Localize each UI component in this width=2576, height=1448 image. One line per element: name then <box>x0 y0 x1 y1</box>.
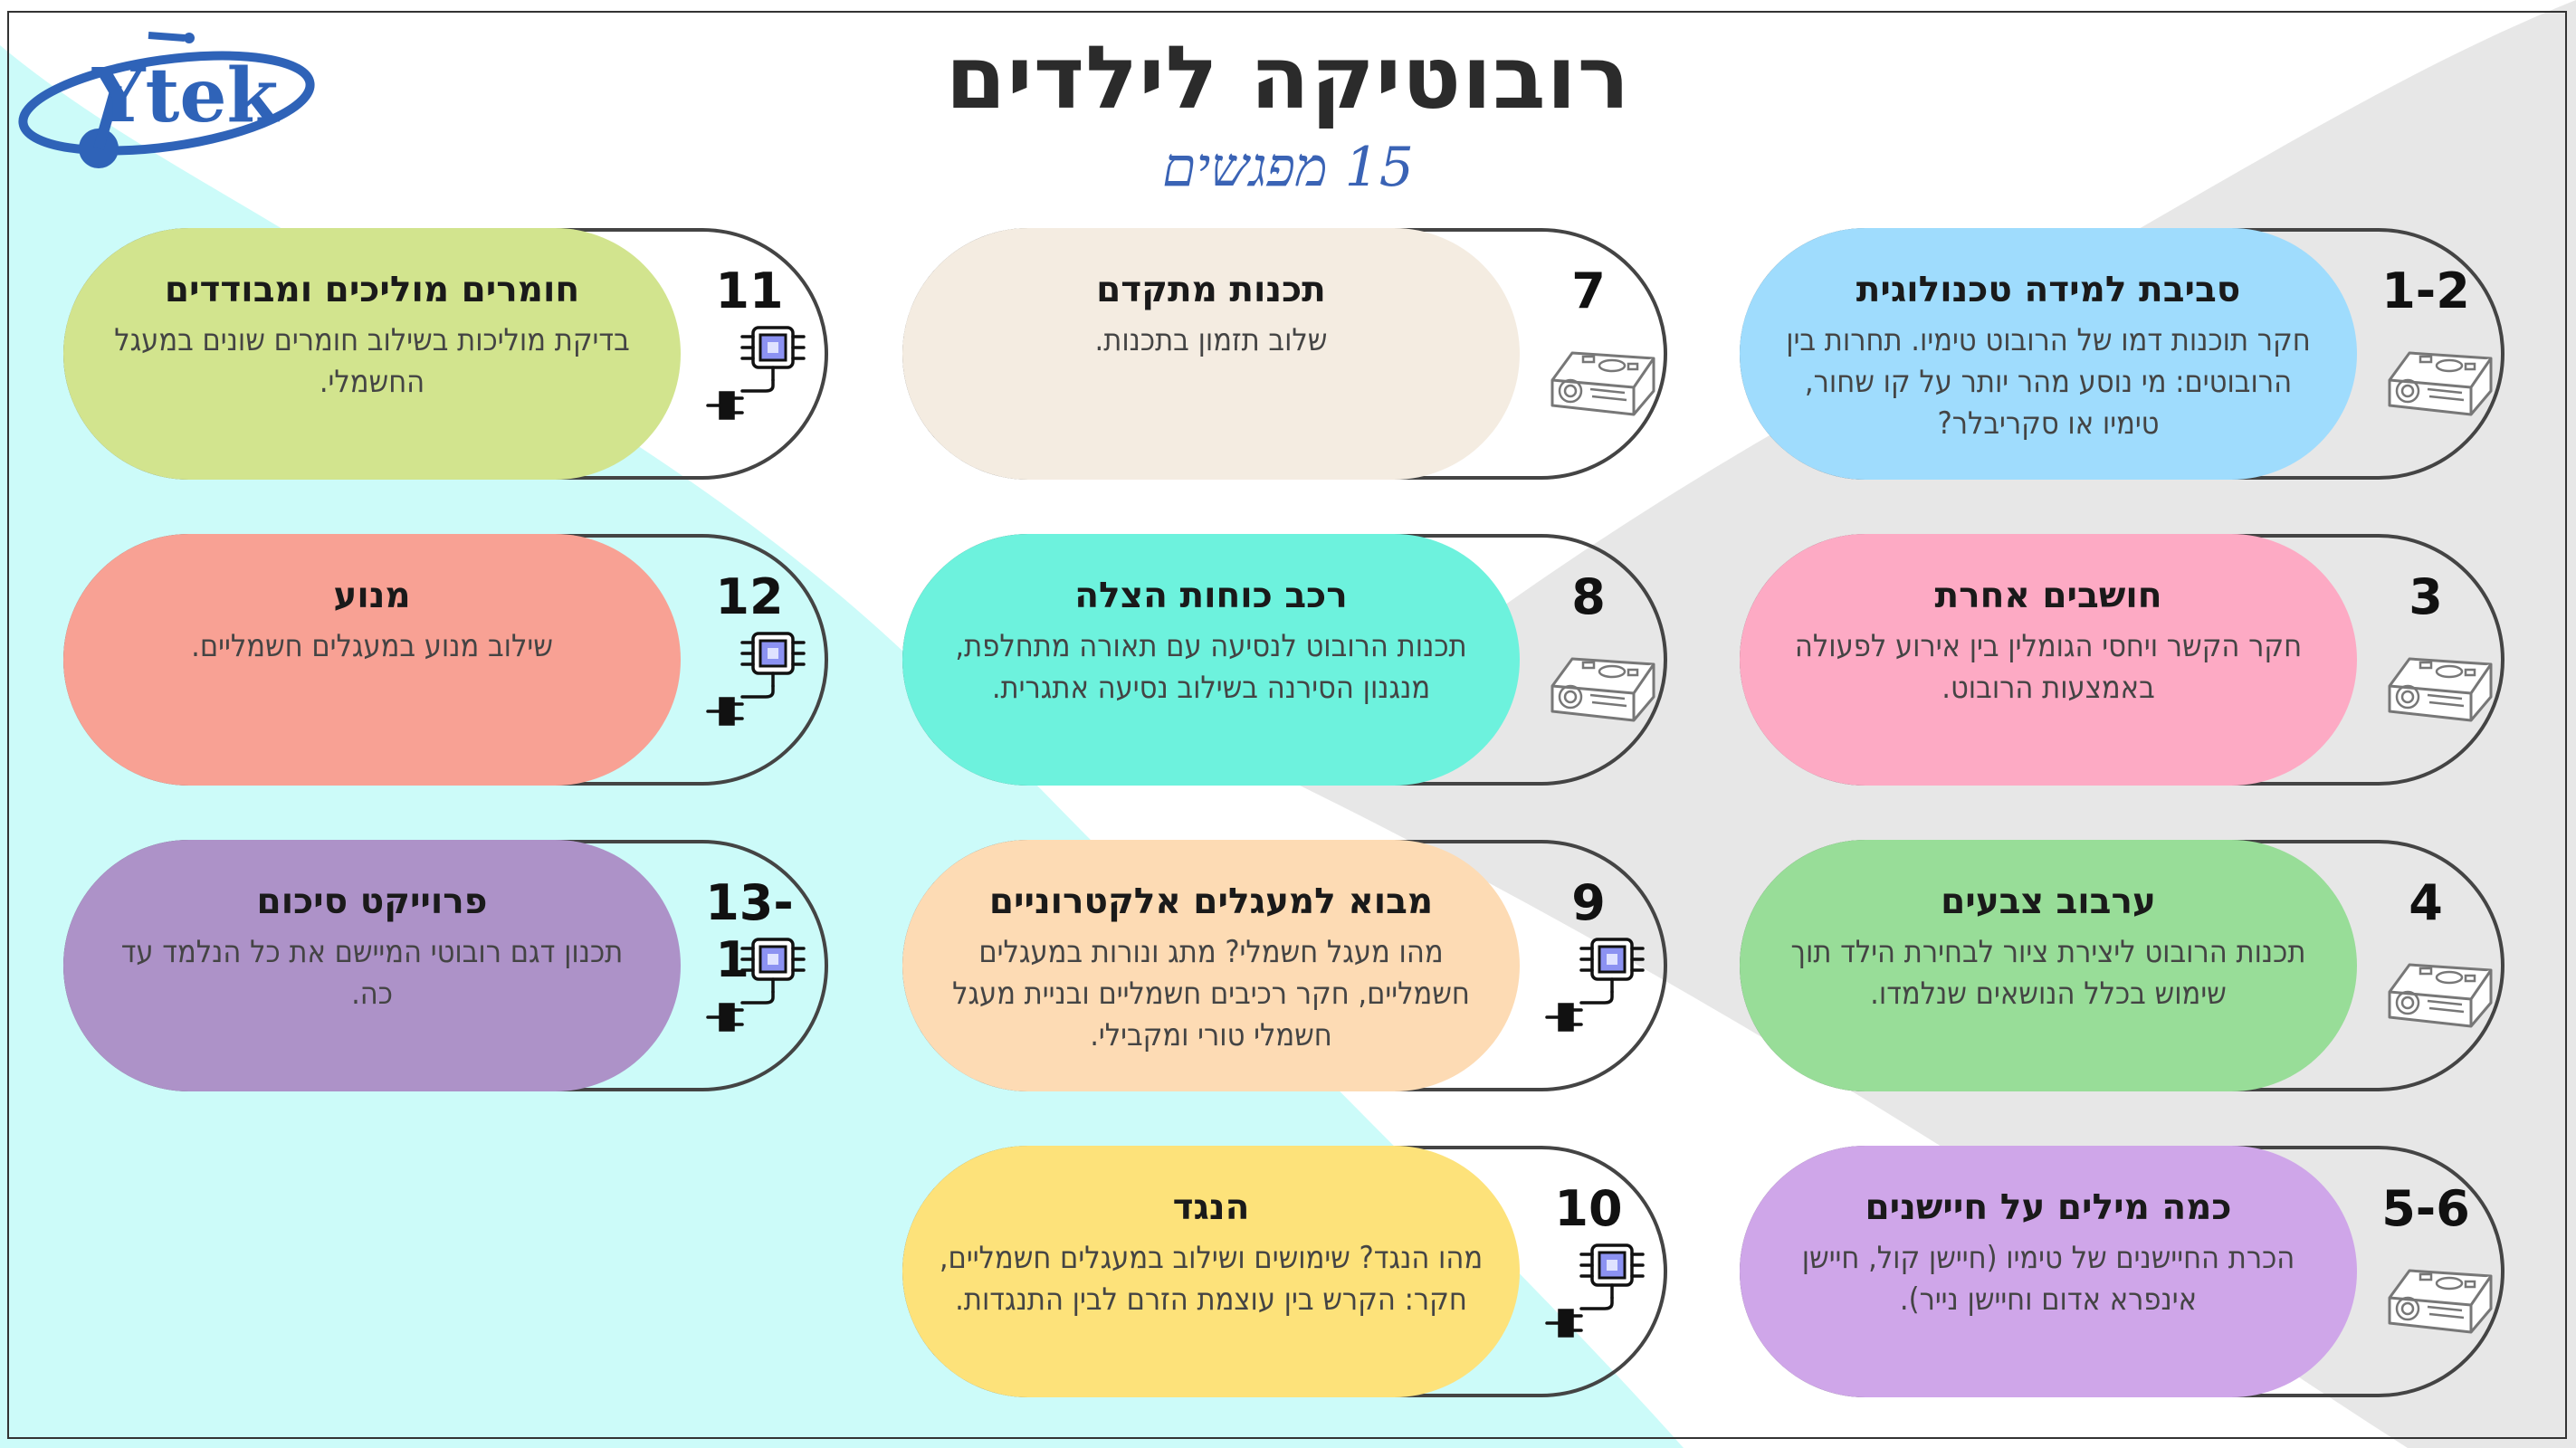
session-description: מהו מעגל חשמלי? מתג ונורות במעגלים חשמלי… <box>952 934 1470 1053</box>
card-pill: הנגד מהו הנגד? שימושים ושילוב במעגלים חשמ… <box>902 1146 1520 1397</box>
robot-icon <box>2382 632 2495 731</box>
session-title: הנגד <box>1172 1187 1250 1228</box>
session-card: הנגד מהו הנגד? שימושים ושילוב במעגלים חשמ… <box>902 1146 1667 1397</box>
session-number: 4 <box>2409 874 2443 931</box>
session-description: חקר הקשר ויחסי הגומלין בין אירוע לפעולה … <box>1794 628 2303 706</box>
robot-icon <box>2382 1243 2495 1343</box>
session-title: מנוע <box>333 576 411 616</box>
session-card: סביבת למידה טכנולוגית חקר תוכנות דמו של ה… <box>1740 228 2504 480</box>
session-card: פרוייקט סיכום תכנון דגם רובוטי המיישם את … <box>63 840 828 1091</box>
session-card: תכנות מתקדם שלוב תזמון בתכנות. 7 <box>902 228 1667 480</box>
chip-plug-icon <box>1545 1243 1658 1343</box>
page-title: רובוטיקה לילדים <box>945 27 1631 129</box>
robot-icon <box>2382 326 2495 425</box>
chip-plug-icon <box>706 938 819 1037</box>
card-pill: ערבוב צבעים תכנות הרובוט ליצירת ציור לבחי… <box>1740 840 2357 1091</box>
session-title: תכנות מתקדם <box>1096 270 1326 310</box>
session-card: רכב כוחות הצלה תכנות הרובוט לנסיעה עם תאו… <box>902 534 1667 786</box>
card-pill: מנוע שילוב מנוע במעגלים חשמליים. <box>63 534 681 786</box>
session-number: 12 <box>715 568 784 625</box>
card-pill: מבוא למעגלים אלקטרוניים מהו מעגל חשמלי? מ… <box>902 840 1520 1091</box>
session-card: ערבוב צבעים תכנות הרובוט ליצירת ציור לבחי… <box>1740 840 2504 1091</box>
session-card: מבוא למעגלים אלקטרוניים מהו מעגל חשמלי? מ… <box>902 840 1667 1091</box>
session-description: בדיקת מוליכות בשילוב חומרים שונים במעגל … <box>114 322 630 400</box>
session-description: הכרת החיישנים של טימיו (חיישן קול, חיישן… <box>1801 1240 2295 1318</box>
chip-plug-icon <box>706 632 819 731</box>
session-number: 11 <box>715 262 784 319</box>
session-card: מנוע שילוב מנוע במעגלים חשמליים. 12 <box>63 534 828 786</box>
session-title: רכב כוחות הצלה <box>1074 576 1348 616</box>
session-description: מהו הנגד? שימושים ושילוב במעגלים חשמליים… <box>939 1240 1484 1318</box>
session-title: חושבים אחרת <box>1934 576 2162 616</box>
card-pill: פרוייקט סיכום תכנון דגם רובוטי המיישם את … <box>63 840 681 1091</box>
card-pill: חושבים אחרת חקר הקשר ויחסי הגומלין בין אי… <box>1740 534 2357 786</box>
session-title: ערבוב צבעים <box>1941 881 2156 922</box>
session-description: שלוב תזמון בתכנות. <box>1094 322 1328 358</box>
robot-icon <box>2382 938 2495 1037</box>
session-number: 3 <box>2409 568 2443 625</box>
session-description: תכנון דגם רובוטי המיישם את כל הנלמד עד כ… <box>120 934 624 1012</box>
session-description: תכנות הרובוט ליצירת ציור לבחירת הילד תוך… <box>1790 934 2306 1012</box>
session-description: חקר תוכנות דמו של הרובוט טימיו. תחרות בי… <box>1786 322 2311 442</box>
session-title: מבוא למעגלים אלקטרוניים <box>988 881 1434 922</box>
session-title: פרוייקט סיכום <box>256 881 488 922</box>
session-description: תכנות הרובוט לנסיעה עם תאורה מתחלפת, מנג… <box>955 628 1467 706</box>
chip-plug-icon <box>1545 938 1658 1037</box>
logo-text: Ytek <box>91 52 281 139</box>
session-card: חומרים מוליכים ומבודדים בדיקת מוליכות בשי… <box>63 228 828 480</box>
session-description: שילוב מנוע במעגלים חשמליים. <box>191 628 553 664</box>
session-number: 7 <box>1571 262 1606 319</box>
page-subtitle: 15 מפגשים <box>1162 136 1414 199</box>
session-title: סביבת למידה טכנולוגית <box>1856 270 2241 310</box>
robot-icon <box>1545 326 1658 425</box>
robot-icon <box>1545 632 1658 731</box>
session-number: 10 <box>1554 1180 1623 1237</box>
session-title: חומרים מוליכים ומבודדים <box>164 270 580 310</box>
session-number: 1-2 <box>2381 262 2470 319</box>
chip-plug-icon <box>706 326 819 425</box>
session-number: 9 <box>1571 874 1606 931</box>
ytek-logo: Ytek <box>18 32 315 168</box>
session-number: 5-6 <box>2381 1180 2470 1237</box>
card-pill: כמה מילים על חיישנים הכרת החיישנים של טימ… <box>1740 1146 2357 1397</box>
card-pill: חומרים מוליכים ומבודדים בדיקת מוליכות בשי… <box>63 228 681 480</box>
session-number: 8 <box>1571 568 1606 625</box>
card-pill: סביבת למידה טכנולוגית חקר תוכנות דמו של ה… <box>1740 228 2357 480</box>
session-card: כמה מילים על חיישנים הכרת החיישנים של טימ… <box>1740 1146 2504 1397</box>
session-card: חושבים אחרת חקר הקשר ויחסי הגומלין בין אי… <box>1740 534 2504 786</box>
session-title: כמה מילים על חיישנים <box>1865 1187 2232 1228</box>
card-pill: רכב כוחות הצלה תכנות הרובוט לנסיעה עם תאו… <box>902 534 1520 786</box>
card-pill: תכנות מתקדם שלוב תזמון בתכנות. <box>902 228 1520 480</box>
